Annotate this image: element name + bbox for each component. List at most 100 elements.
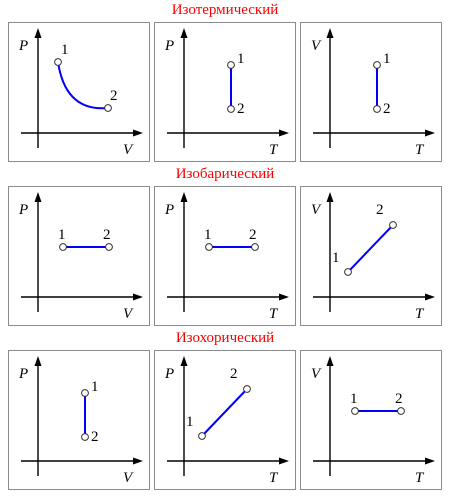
section-title: Изохорический <box>175 330 275 346</box>
axes-lines <box>313 199 429 312</box>
process-curve <box>57 61 109 110</box>
x-axis-label: T <box>415 142 425 158</box>
diagram-panel: P T 1 2 <box>154 350 296 490</box>
axes-lines <box>313 35 429 148</box>
state-point-label: 2 <box>249 227 257 243</box>
diagram-svg: V T 1 2 <box>311 192 435 322</box>
diagram-panel: V T 1 2 <box>300 350 442 490</box>
x-axis-arrow <box>425 129 435 137</box>
x-axis-arrow <box>133 129 143 137</box>
state-point-label: 2 <box>230 366 238 382</box>
axes-lines <box>313 363 429 476</box>
diagram-svg: V T 1 2 <box>311 356 435 486</box>
state-point <box>54 58 62 66</box>
y-axis-label: P <box>164 366 174 382</box>
state-point <box>389 221 397 229</box>
diagram-svg: P T 1 2 <box>164 356 289 486</box>
y-axis-label: V <box>311 366 322 382</box>
state-point-label: 2 <box>383 101 391 117</box>
y-axis-arrow <box>180 28 188 38</box>
state-point <box>227 105 235 113</box>
y-axis-arrow <box>180 356 188 366</box>
diagram-panel: P V 1 2 <box>8 22 150 162</box>
diagram-panel: P T 1 2 <box>154 186 296 326</box>
state-point-label: 1 <box>383 51 391 67</box>
state-point-label: 1 <box>204 227 212 243</box>
y-axis-arrow <box>34 192 42 202</box>
x-axis-label: V <box>123 142 134 158</box>
y-axis-arrow <box>326 28 334 38</box>
x-axis-arrow <box>279 293 289 301</box>
y-axis-label: P <box>18 202 28 218</box>
y-axis-label: P <box>18 38 28 54</box>
process-curve <box>347 224 394 273</box>
diagram-svg: P T 1 2 <box>164 192 289 322</box>
state-point-label: 1 <box>350 391 358 407</box>
state-point <box>81 389 89 397</box>
state-point <box>351 407 359 415</box>
state-point-label: 1 <box>58 227 66 243</box>
state-point <box>105 243 113 251</box>
diagram-svg: P V 1 2 <box>18 28 143 158</box>
axes-lines <box>21 363 137 476</box>
state-point-label: 2 <box>91 429 99 445</box>
x-axis-label: V <box>123 306 134 322</box>
y-axis-arrow <box>34 28 42 38</box>
state-point <box>198 432 206 440</box>
axes-lines <box>167 35 283 148</box>
state-point <box>344 268 352 276</box>
axes-lines <box>21 35 137 148</box>
x-axis-arrow <box>425 293 435 301</box>
x-axis-arrow <box>133 293 143 301</box>
state-point <box>251 243 259 251</box>
state-point-label: 1 <box>332 250 340 266</box>
y-axis-label: P <box>164 38 174 54</box>
diagram-panel: V T 2 1 <box>300 22 442 162</box>
y-axis-arrow <box>326 192 334 202</box>
diagram-svg: P T 1 2 <box>164 28 289 158</box>
state-point-label: 1 <box>186 414 194 430</box>
x-axis-arrow <box>133 457 143 465</box>
axes-lines <box>167 199 283 312</box>
process-curve <box>201 388 248 437</box>
axes-lines <box>167 363 283 476</box>
state-point <box>373 61 381 69</box>
y-axis-arrow <box>326 356 334 366</box>
state-point-label: 1 <box>61 42 69 58</box>
y-axis-arrow <box>34 356 42 366</box>
y-axis-label: V <box>311 38 322 54</box>
x-axis-label: T <box>269 142 279 158</box>
state-point-label: 2 <box>110 88 118 104</box>
x-axis-arrow <box>279 129 289 137</box>
axes-lines <box>21 199 137 312</box>
y-axis-label: P <box>18 366 28 382</box>
state-point <box>227 61 235 69</box>
diagram-panel: P T 1 2 <box>154 22 296 162</box>
state-point <box>243 385 251 393</box>
state-point-label: 1 <box>237 51 245 67</box>
diagram-svg: P V 2 1 <box>18 356 143 486</box>
x-axis-label: T <box>415 470 425 486</box>
state-point <box>373 105 381 113</box>
state-point-label: 2 <box>237 101 245 117</box>
diagram-svg: V T 2 1 <box>311 28 435 158</box>
diagram-panel: P V 2 1 <box>8 350 150 490</box>
diagram-panel: V T 1 2 <box>300 186 442 326</box>
state-point-label: 2 <box>103 227 111 243</box>
y-axis-arrow <box>180 192 188 202</box>
state-point <box>59 243 67 251</box>
section-title: Изотермический <box>171 2 279 18</box>
state-point <box>397 407 405 415</box>
y-axis-label: P <box>164 202 174 218</box>
state-point-label: 1 <box>91 379 99 395</box>
state-point <box>205 243 213 251</box>
x-axis-arrow <box>279 457 289 465</box>
x-axis-label: V <box>123 470 134 486</box>
section-title: Изобарический <box>175 166 275 182</box>
state-point-label: 2 <box>395 391 403 407</box>
x-axis-label: T <box>269 470 279 486</box>
x-axis-label: T <box>415 306 425 322</box>
x-axis-label: T <box>269 306 279 322</box>
state-point <box>104 104 112 112</box>
state-point <box>81 433 89 441</box>
